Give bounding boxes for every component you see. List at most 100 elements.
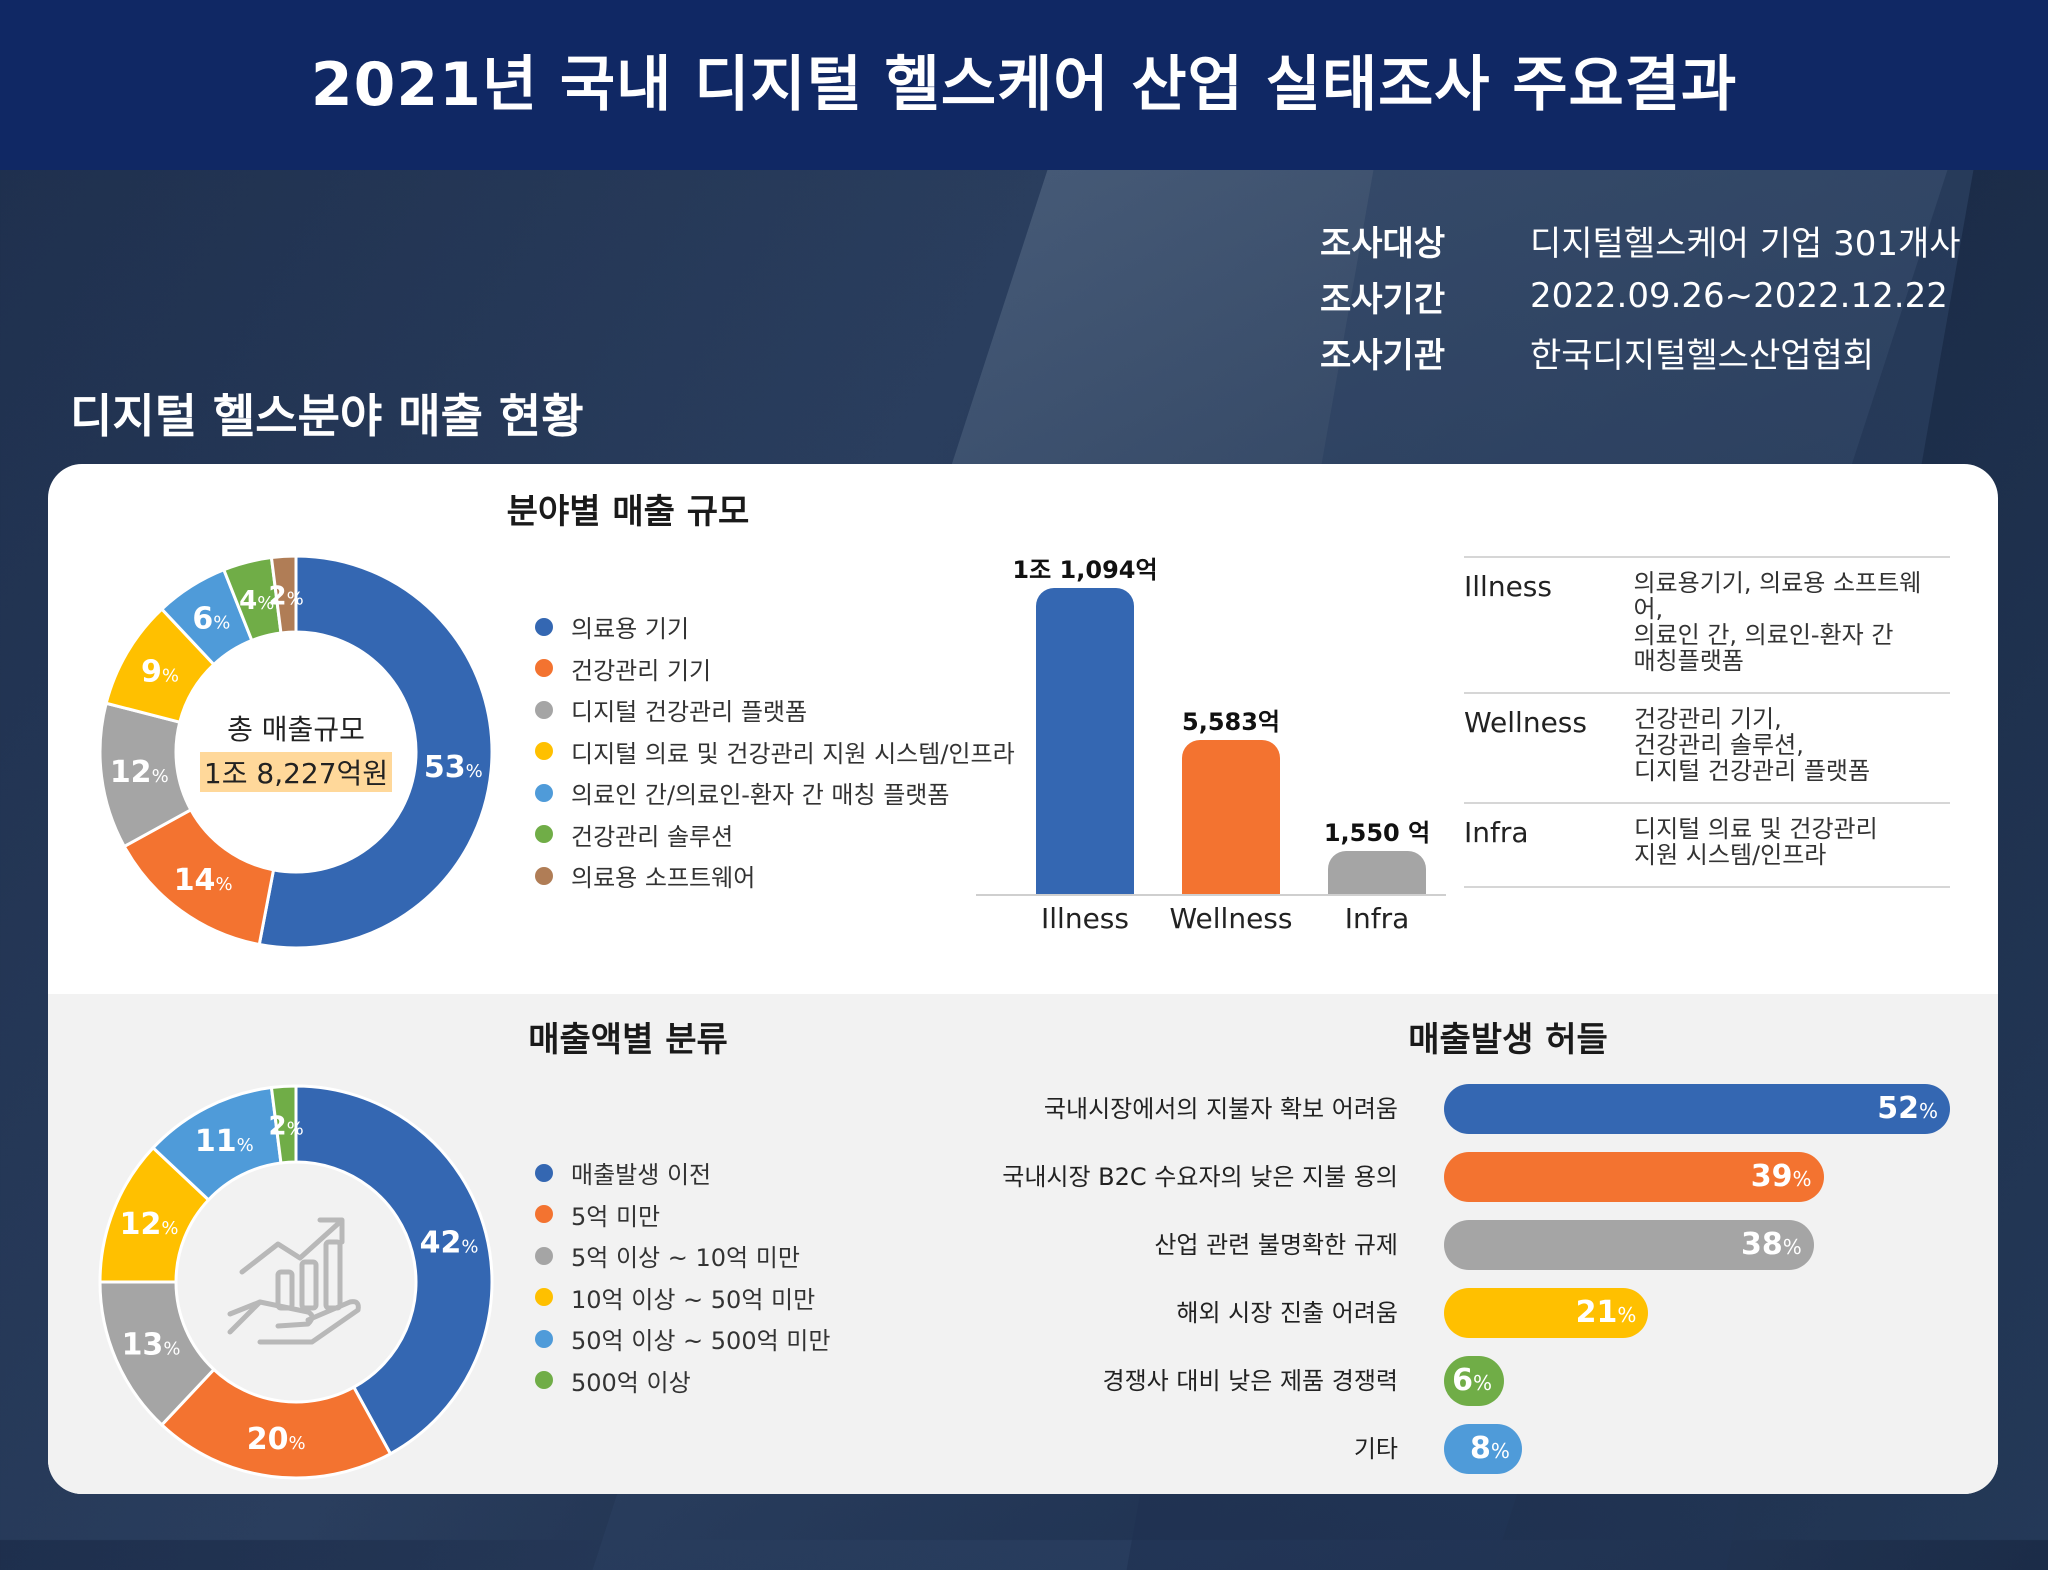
legend-item: 의료인 간/의료인-환자 간 매칭 플랫폼 xyxy=(535,772,1015,814)
legend-swatch xyxy=(535,742,553,761)
legend-item: 의료용 소프트웨어 xyxy=(535,855,1015,897)
domain-row: Wellness 건강관리 기기, 건강관리 솔루션, 디지털 건강관리 플랫폼 xyxy=(1464,692,1950,802)
donut-slice-label: 12% xyxy=(120,1207,179,1242)
bar-category-label: Infra xyxy=(1344,902,1410,935)
hurdle-row: 산업 관련 불명확한 규제 38% xyxy=(48,1220,1998,1270)
survey-info-value: 디지털헬스케어 기업 301개사 xyxy=(1530,223,1961,264)
legend-item: 5억 미만 xyxy=(535,1194,830,1236)
donut-slice xyxy=(159,1367,393,1480)
legend-label: 5억 미만 xyxy=(571,1202,661,1231)
legend-swatch xyxy=(535,1288,553,1307)
hurdle-value: 52% xyxy=(1877,1091,1938,1126)
section-title: 디지털 헬스분야 매출 현황 xyxy=(70,389,584,443)
legend-item: 건강관리 기기 xyxy=(535,648,1015,690)
legend-item: 50억 이상 ~ 500억 미만 xyxy=(535,1318,830,1360)
donut-slice-label: 9% xyxy=(141,655,179,690)
bar-axis-line xyxy=(976,894,1446,896)
legend-swatch xyxy=(535,1246,553,1265)
domain-name: Infra xyxy=(1464,816,1529,849)
legend-item: 매출발생 이전 xyxy=(535,1152,830,1194)
survey-info-row: 조사대상 디지털헬스케어 기업 301개사 xyxy=(1320,212,1961,268)
donut-slice-label: 11% xyxy=(195,1124,254,1159)
total-sales-label: 총 매출규모 xyxy=(227,713,365,746)
content-card: 분야별 매출 규모 53% 14% 12% 9% 6% 4% 2% 총 매출규모 1조 8,… xyxy=(48,464,1998,1494)
legend-item: 디지털 의료 및 건강관리 지원 시스템/인프라 xyxy=(535,731,1015,773)
hurdle-label: 해외 시장 진출 어려움 xyxy=(1176,1299,1398,1327)
domain-desc: 디지털 의료 및 건강관리 지원 시스템/인프라 xyxy=(1634,815,1878,869)
bar xyxy=(1036,588,1134,894)
survey-info-key: 조사대상 xyxy=(1320,223,1446,264)
survey-info-value: 2022.09.26~2022.12.22 xyxy=(1530,276,1948,316)
legend-swatch xyxy=(535,1163,553,1182)
legend-label: 건강관리 기기 xyxy=(571,656,712,685)
hurdle-bar: 21% xyxy=(1444,1288,1649,1338)
chart-title-hurdles: 매출발생 허들 xyxy=(1408,1020,1608,1060)
legend-swatch xyxy=(535,617,553,636)
bar xyxy=(1182,740,1280,894)
legend-swatch xyxy=(535,700,553,719)
domain-desc: 의료용기기, 의료용 소프트웨어, 의료인 간, 의료인-환자 간 매칭플랫폼 xyxy=(1633,569,1922,675)
legend-swatch xyxy=(535,1329,553,1348)
donut-slice-label: 53% xyxy=(424,750,483,785)
legend-label: 디지털 건강관리 플랫폼 xyxy=(571,698,808,727)
donut-slice xyxy=(257,554,494,950)
growth-hand-icon xyxy=(227,1217,361,1345)
legend-label: 의료용 소프트웨어 xyxy=(571,864,756,893)
domain-row: Infra 디지털 의료 및 건강관리 지원 시스템/인프라 xyxy=(1464,802,1950,888)
legend-label: 의료용 기기 xyxy=(571,615,690,644)
bar-value-label: 5,583억 xyxy=(1182,708,1280,736)
donut-slice-label: 2% xyxy=(268,581,303,611)
page-title: 2021년 국내 디지털 헬스케어 산업 실태조사 주요결과 xyxy=(310,50,1738,120)
survey-info: 조사대상 디지털헬스케어 기업 301개사 조사기간 2022.09.26~20… xyxy=(1320,212,1961,380)
legend-swatch xyxy=(535,659,553,678)
survey-info-row: 조사기관 한국디지털헬스산업협회 xyxy=(1320,324,1961,380)
bar xyxy=(1328,851,1426,894)
revenue-legend: 매출발생 이전 5억 미만 5억 이상 ~ 10억 미만 10억 이상 ~ 50억 미… xyxy=(535,1152,830,1401)
donut-slice xyxy=(294,1084,494,1456)
hurdle-row: 경쟁사 대비 낮은 제품 경쟁력 6% xyxy=(48,1356,1998,1406)
survey-info-key: 조사기간 xyxy=(1320,279,1446,320)
legend-label: 10억 이상 ~ 50억 미만 xyxy=(571,1285,816,1314)
survey-info-key: 조사기관 xyxy=(1320,335,1446,376)
hurdle-bar: 39% xyxy=(1444,1152,1824,1202)
hurdle-row: 기타 8% xyxy=(48,1424,1998,1474)
chart-title-revenue: 매출액별 분류 xyxy=(528,1020,728,1060)
legend-item: 건강관리 솔루션 xyxy=(535,814,1015,856)
legend-label: 5억 이상 ~ 10억 미만 xyxy=(571,1244,800,1273)
donut-slice-label: 12% xyxy=(110,755,169,790)
bar-category-label: Illness xyxy=(1041,902,1129,935)
hurdle-row: 국내시장 B2C 수요자의 낮은 지불 용의 39% xyxy=(48,1152,1998,1202)
legend-swatch xyxy=(535,1205,553,1224)
hurdle-value: 39% xyxy=(1750,1159,1812,1194)
legend-label: 의료인 간/의료인-환자 간 매칭 플랫폼 xyxy=(571,781,950,810)
legend-swatch xyxy=(535,825,553,844)
header-bar: 2021년 국내 디지털 헬스케어 산업 실태조사 주요결과 xyxy=(0,0,2048,170)
hurdle-row: 국내시장에서의 지불자 확보 어려움 52% xyxy=(48,1084,1998,1134)
survey-info-row: 조사기간 2022.09.26~2022.12.22 xyxy=(1320,268,1961,324)
legend-swatch xyxy=(535,783,553,802)
hurdle-bar: 52% xyxy=(1444,1084,1950,1134)
hurdle-label: 국내시장 B2C 수요자의 낮은 지불 용의 xyxy=(1002,1163,1398,1191)
hurdle-row: 해외 시장 진출 어려움 21% xyxy=(48,1288,1998,1338)
legend-item: 디지털 건강관리 플랫폼 xyxy=(535,689,1015,731)
legend-item: 의료용 기기 xyxy=(535,606,1015,648)
donut-slice xyxy=(269,554,298,635)
hurdle-bar: 38% xyxy=(1444,1220,1814,1270)
domain-name: Illness xyxy=(1464,570,1552,603)
hurdle-bar: 6% xyxy=(1444,1356,1504,1406)
bar-category-label: Wellness xyxy=(1169,902,1293,935)
legend-label: 건강관리 솔루션 xyxy=(571,822,734,851)
legend-swatch xyxy=(535,866,553,885)
donut-slice-label: 6% xyxy=(192,602,230,637)
donut-slice-label: 2% xyxy=(268,1111,303,1141)
total-sales-value: 1조 8,227억원 xyxy=(199,752,393,792)
donut-slice xyxy=(269,1084,298,1165)
domain-row: Illness 의료용기기, 의료용 소프트웨어, 의료인 간, 의료인-환자 … xyxy=(1464,556,1950,692)
donut-slice-label: 42% xyxy=(420,1226,479,1261)
sector-donut-chart: 53% 14% 12% 9% 6% 4%2% xyxy=(98,554,494,950)
legend-item: 500억 이상 xyxy=(535,1360,830,1402)
hurdle-value: 38% xyxy=(1741,1227,1802,1262)
legend-item: 5억 이상 ~ 10억 미만 xyxy=(535,1235,830,1277)
donut-center-text: 총 매출규모 1조 8,227억원 xyxy=(196,708,396,792)
